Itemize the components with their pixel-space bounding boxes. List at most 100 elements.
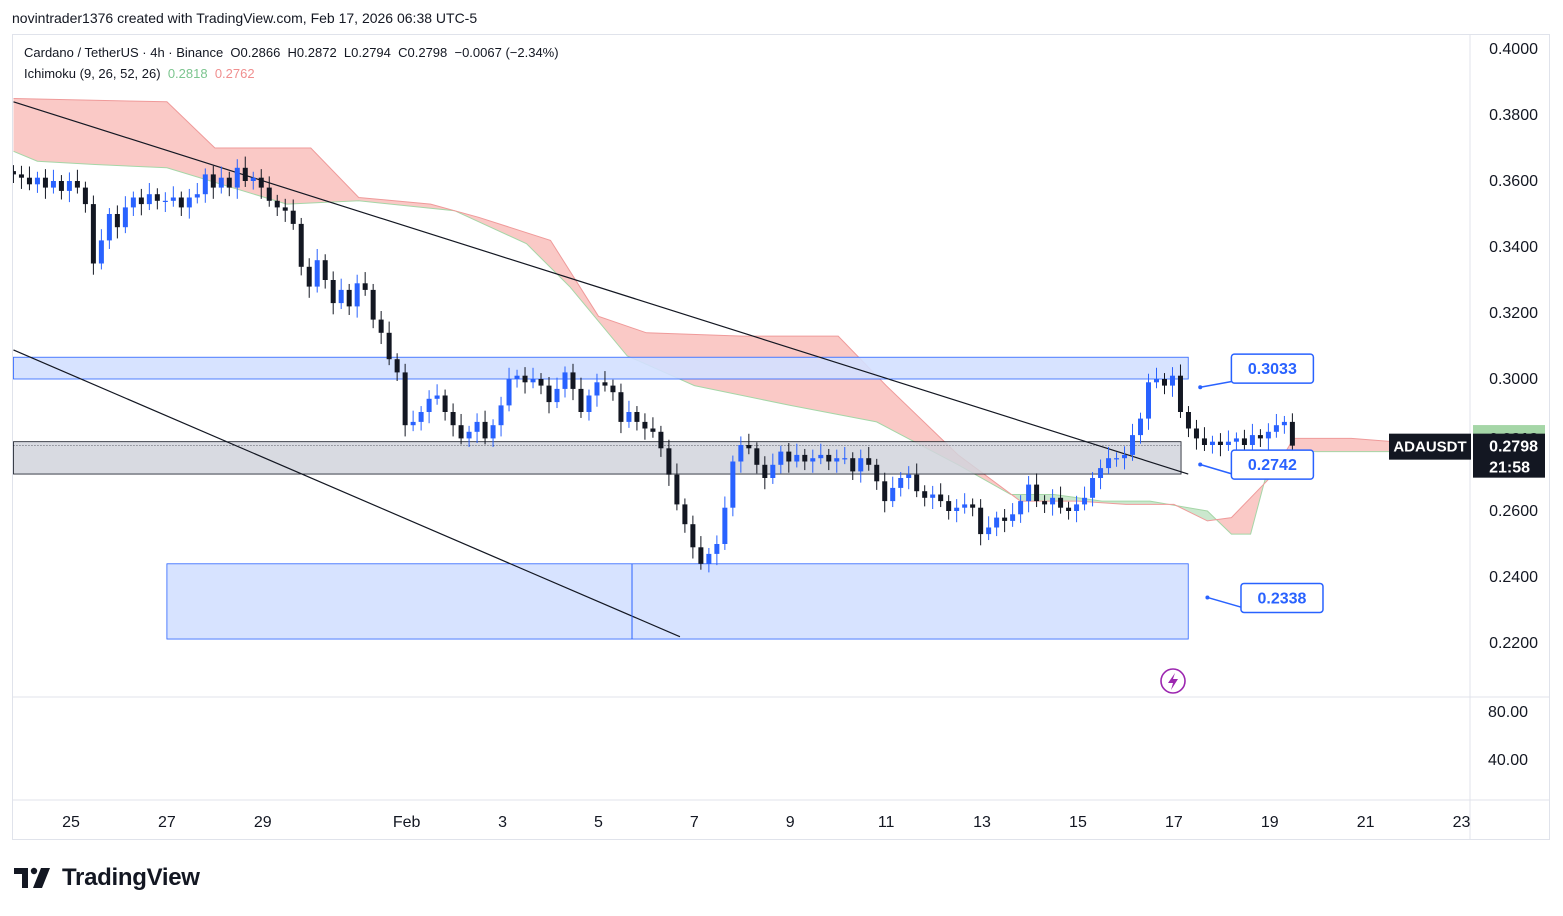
candle[interactable]: [1122, 446, 1128, 470]
candle[interactable]: [1249, 423, 1255, 451]
price-callout-box[interactable]: [1230, 449, 1315, 480]
candle[interactable]: [602, 371, 608, 392]
candle[interactable]: [410, 410, 416, 432]
candle[interactable]: [762, 456, 768, 490]
candle[interactable]: [178, 191, 184, 216]
candle[interactable]: [1193, 419, 1199, 450]
candle[interactable]: [114, 205, 120, 239]
candle[interactable]: [690, 515, 696, 559]
candle[interactable]: [938, 483, 944, 508]
candle[interactable]: [1026, 476, 1032, 513]
candle[interactable]: [682, 498, 688, 533]
zone-resistance[interactable]: [13, 356, 1189, 380]
candle[interactable]: [146, 182, 152, 211]
candle[interactable]: [266, 176, 272, 207]
candle[interactable]: [1169, 367, 1175, 397]
candle[interactable]: [490, 419, 496, 447]
candle[interactable]: [802, 448, 808, 471]
candle[interactable]: [1114, 452, 1120, 467]
candle[interactable]: [1090, 472, 1096, 507]
candle[interactable]: [242, 156, 248, 187]
symbol-legend[interactable]: Cardano / TetherUS · 4h · Binance O0.286…: [24, 45, 559, 60]
candle[interactable]: [218, 166, 224, 194]
candle[interactable]: [506, 367, 512, 412]
candle[interactable]: [994, 511, 1000, 537]
candle[interactable]: [906, 466, 912, 490]
candle[interactable]: [370, 283, 376, 329]
candle[interactable]: [1177, 364, 1183, 418]
candle[interactable]: [618, 383, 624, 434]
candle[interactable]: [338, 278, 344, 310]
candle[interactable]: [26, 166, 32, 191]
candle[interactable]: [106, 208, 112, 249]
candle[interactable]: [546, 377, 552, 414]
candle[interactable]: [962, 493, 968, 514]
candle[interactable]: [1066, 501, 1072, 520]
candle[interactable]: [466, 425, 472, 447]
candle[interactable]: [498, 396, 504, 437]
candle[interactable]: [194, 182, 200, 204]
candle[interactable]: [74, 169, 80, 194]
candle[interactable]: [810, 449, 816, 473]
candle[interactable]: [530, 367, 536, 389]
candle[interactable]: [1018, 495, 1024, 523]
candle[interactable]: [138, 188, 144, 216]
candle[interactable]: [1138, 412, 1144, 444]
last-price-marker[interactable]: [1473, 433, 1545, 478]
candle[interactable]: [1153, 367, 1159, 389]
candle[interactable]: [1098, 459, 1104, 490]
candle[interactable]: [282, 198, 288, 222]
candle[interactable]: [898, 472, 904, 497]
candle[interactable]: [1209, 435, 1215, 454]
candle[interactable]: [394, 353, 400, 381]
candle[interactable]: [82, 181, 88, 213]
price-callout-box[interactable]: [1240, 582, 1324, 614]
candle[interactable]: [818, 443, 824, 465]
candle[interactable]: [434, 384, 440, 405]
candle[interactable]: [674, 463, 680, 511]
candle[interactable]: [274, 194, 280, 216]
candle[interactable]: [458, 413, 464, 445]
candle[interactable]: [202, 168, 208, 203]
candle[interactable]: [162, 192, 168, 213]
candle[interactable]: [714, 535, 720, 566]
candle[interactable]: [970, 498, 976, 517]
candle[interactable]: [66, 172, 72, 203]
tradingview-logo[interactable]: TradingView: [14, 864, 200, 892]
candle[interactable]: [930, 485, 936, 510]
candle[interactable]: [650, 417, 656, 438]
candle[interactable]: [42, 169, 48, 199]
candle[interactable]: [850, 452, 856, 480]
indicator-legend[interactable]: Ichimoku (9, 26, 52, 26) 0.2818 0.2762: [24, 66, 255, 81]
candle[interactable]: [290, 199, 296, 230]
candle[interactable]: [874, 458, 880, 490]
candle[interactable]: [730, 455, 736, 517]
candle[interactable]: [794, 443, 800, 468]
zone-support[interactable]: [166, 563, 1189, 640]
candle[interactable]: [834, 449, 840, 473]
candle[interactable]: [642, 413, 648, 440]
candle[interactable]: [386, 321, 392, 366]
candle[interactable]: [154, 188, 160, 210]
candle[interactable]: [474, 413, 480, 444]
trendline-2[interactable]: [13, 349, 681, 638]
candle[interactable]: [1082, 486, 1088, 511]
candle[interactable]: [1034, 473, 1040, 508]
candle[interactable]: [226, 171, 232, 197]
candle[interactable]: [1042, 495, 1048, 513]
candle[interactable]: [314, 248, 320, 293]
candle[interactable]: [570, 363, 576, 401]
candle[interactable]: [170, 186, 176, 207]
candle[interactable]: [1201, 427, 1207, 451]
candle[interactable]: [186, 188, 192, 219]
candle[interactable]: [1010, 503, 1016, 527]
candle[interactable]: [738, 436, 744, 473]
candle[interactable]: [554, 377, 560, 409]
candle[interactable]: [594, 373, 600, 407]
candle[interactable]: [1225, 430, 1231, 451]
candle[interactable]: [322, 254, 328, 289]
candle[interactable]: [1257, 429, 1263, 447]
candle[interactable]: [98, 229, 104, 270]
price-callout-box[interactable]: [1230, 353, 1315, 384]
candle[interactable]: [778, 445, 784, 474]
